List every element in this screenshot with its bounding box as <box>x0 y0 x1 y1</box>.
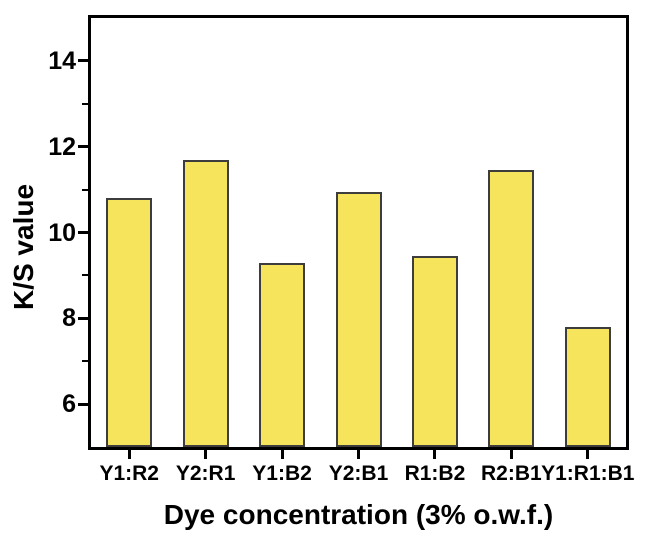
x-tick <box>280 450 284 459</box>
x-tick-label: Y1:R2 <box>99 462 159 485</box>
bar <box>106 198 153 447</box>
y-major-tick <box>78 145 88 149</box>
y-tick-label: 6 <box>62 390 76 419</box>
x-tick <box>204 450 208 459</box>
y-tick-label: 12 <box>48 132 76 161</box>
y-major-tick <box>78 316 88 320</box>
x-tick <box>586 450 590 459</box>
x-tick <box>433 450 437 459</box>
x-tick-label: Y2:R1 <box>175 462 236 485</box>
y-minor-tick <box>82 102 88 105</box>
bar <box>488 170 535 447</box>
y-major-tick <box>78 231 88 234</box>
y-minor-tick <box>82 360 88 363</box>
y-minor-tick <box>82 188 88 191</box>
x-tick-label: R2:B1 <box>481 462 542 485</box>
y-tick-label: 8 <box>62 304 76 333</box>
bar <box>335 191 382 447</box>
y-tick-label: 10 <box>48 218 76 247</box>
bar <box>411 256 458 447</box>
y-tick-label: 14 <box>48 46 76 75</box>
x-axis-title: Dye concentration (3% o.w.f.) <box>163 499 554 530</box>
x-tick-label: Y2:B1 <box>328 462 389 485</box>
y-major-tick <box>78 59 88 63</box>
x-tick-label: Y1:R1:B1 <box>541 462 635 485</box>
y-minor-tick <box>82 274 88 277</box>
bars-layer <box>91 18 626 447</box>
x-tick-label: Y1:B2 <box>252 462 312 485</box>
plot-area <box>88 15 629 450</box>
x-tick <box>357 450 360 459</box>
x-tick-label: R1:B2 <box>404 462 466 485</box>
x-tick <box>509 450 513 459</box>
y-major-tick <box>78 402 88 406</box>
x-tick <box>127 450 131 459</box>
bar <box>564 326 611 447</box>
bar <box>259 262 306 447</box>
bar <box>182 159 229 447</box>
